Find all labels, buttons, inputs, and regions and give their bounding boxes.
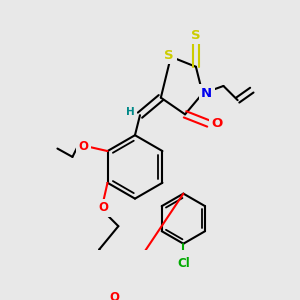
Text: H: H: [126, 107, 134, 117]
Text: N: N: [201, 87, 212, 100]
Text: O: O: [98, 201, 108, 214]
Text: O: O: [109, 291, 119, 300]
Text: Cl: Cl: [177, 257, 190, 270]
Text: S: S: [164, 49, 174, 62]
Text: O: O: [78, 140, 88, 153]
Text: O: O: [211, 117, 222, 130]
Text: S: S: [191, 28, 201, 42]
